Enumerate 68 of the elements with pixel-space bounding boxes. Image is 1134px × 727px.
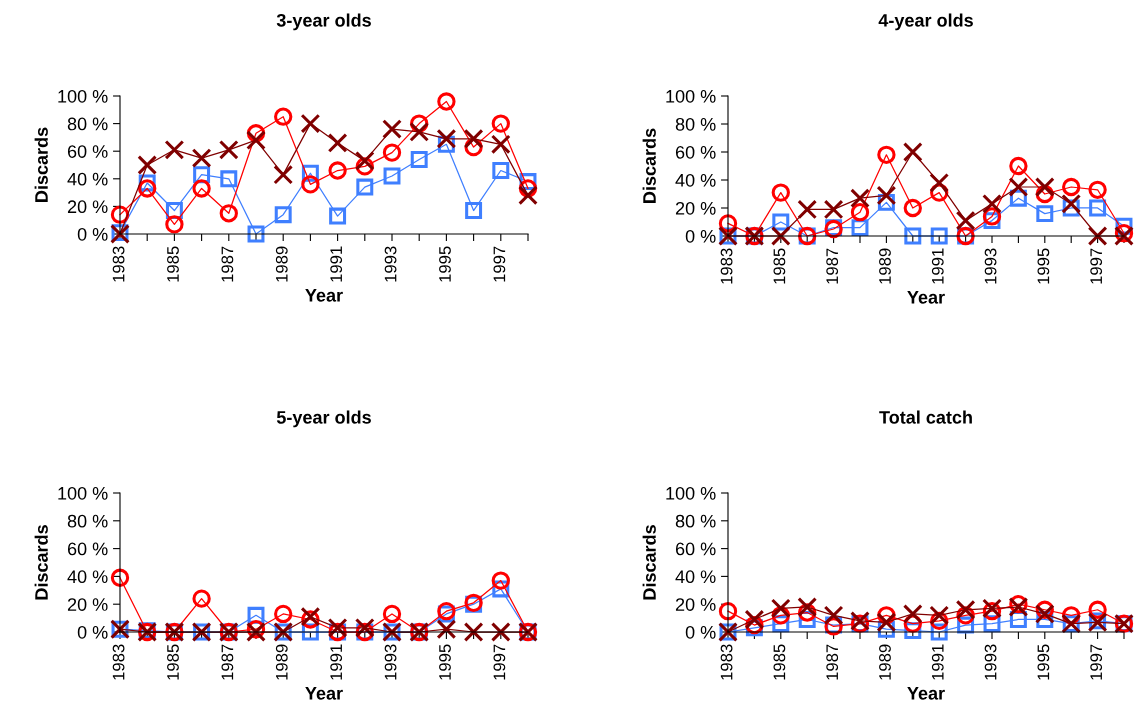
y-tick-label: 60 % bbox=[67, 145, 108, 158]
x-tick-label: 1987 bbox=[826, 644, 839, 680]
x-tick-label: 1987 bbox=[826, 248, 839, 284]
x-tick-label: 1985 bbox=[167, 644, 179, 680]
y-tick-label: 60 % bbox=[675, 542, 716, 556]
x-axis-title: Year bbox=[907, 687, 945, 700]
x-tick-label: 1983 bbox=[112, 644, 125, 680]
x-tick-label: 1991 bbox=[330, 246, 343, 282]
chart-title: 3-year olds bbox=[276, 13, 371, 31]
y-tick-label: 40 % bbox=[67, 570, 108, 584]
x-tick-label: 1985 bbox=[773, 248, 786, 284]
x-tick-label: 1983 bbox=[720, 644, 733, 680]
x-tick-label: 1989 bbox=[879, 248, 891, 284]
x-axis-title: Year bbox=[305, 289, 343, 302]
x-tick-label: 1993 bbox=[384, 246, 397, 282]
x-tick-label: 1997 bbox=[1090, 644, 1103, 680]
x-tick-label: 1989 bbox=[275, 644, 288, 680]
x-tick-label: 1997 bbox=[1090, 248, 1103, 284]
x-tick-label: 1989 bbox=[879, 644, 891, 680]
y-tick-label: 80 % bbox=[67, 117, 108, 131]
chart-title: Total catch bbox=[879, 410, 972, 424]
y-tick-label: 40 % bbox=[675, 173, 716, 187]
chart-title: 4-year olds bbox=[878, 13, 973, 31]
x-tick-label: 1991 bbox=[330, 644, 343, 680]
y-tick-label: 60 % bbox=[675, 145, 716, 159]
y-tick-label: 40 % bbox=[675, 570, 716, 584]
x-tick-label: 1983 bbox=[112, 246, 125, 282]
x-axis-title: Year bbox=[907, 291, 945, 304]
x-tick-label: 1997 bbox=[493, 246, 506, 282]
x-tick-label: 1997 bbox=[493, 644, 506, 680]
x-tick-label: 1995 bbox=[1037, 644, 1050, 680]
x-tick-label: 1991 bbox=[931, 644, 944, 680]
x-axis-title: Year bbox=[305, 687, 343, 700]
y-tick-label: 0 % bbox=[685, 625, 716, 639]
x-tick-label: 1993 bbox=[984, 644, 997, 680]
y-tick-label: 20 % bbox=[67, 200, 108, 214]
y-tick-label: 0 % bbox=[685, 229, 716, 243]
y-tick-label: 100 % bbox=[666, 89, 716, 103]
y-tick-label: 20 % bbox=[67, 598, 108, 611]
x-tick-label: 1989 bbox=[275, 246, 288, 282]
y-tick-label: 100 % bbox=[58, 486, 108, 500]
y-axis-title: Discards bbox=[34, 525, 48, 600]
y-tick-label: 20 % bbox=[675, 201, 716, 215]
x-tick-label: 1987 bbox=[221, 246, 234, 282]
y-tick-label: 80 % bbox=[67, 514, 108, 528]
x-tick-label: 1995 bbox=[439, 246, 451, 282]
x-tick-label: 1983 bbox=[720, 248, 733, 284]
x-tick-label: 1987 bbox=[221, 644, 234, 680]
x-tick-label: 1985 bbox=[167, 246, 179, 282]
x-tick-label: 1991 bbox=[931, 248, 944, 284]
y-axis-title: Discards bbox=[642, 525, 656, 600]
x-tick-label: 1995 bbox=[439, 644, 451, 680]
x-tick-label: 1993 bbox=[384, 644, 397, 680]
chart-title: 5-year olds bbox=[276, 410, 371, 428]
y-tick-label: 100 % bbox=[666, 486, 716, 500]
y-axis-title: Discards bbox=[642, 128, 656, 203]
x-tick-label: 1995 bbox=[1037, 248, 1050, 284]
y-tick-label: 0 % bbox=[77, 625, 108, 639]
y-tick-label: 0 % bbox=[77, 227, 108, 241]
x-tick-label: 1985 bbox=[773, 644, 786, 680]
y-tick-label: 40 % bbox=[67, 172, 108, 186]
y-axis-title: Discards bbox=[34, 127, 48, 202]
y-tick-label: 80 % bbox=[675, 117, 716, 131]
y-tick-label: 60 % bbox=[67, 542, 108, 556]
y-tick-label: 80 % bbox=[675, 514, 716, 528]
y-tick-label: 20 % bbox=[675, 598, 716, 611]
x-tick-label: 1993 bbox=[984, 248, 997, 284]
y-tick-label: 100 % bbox=[58, 89, 108, 103]
